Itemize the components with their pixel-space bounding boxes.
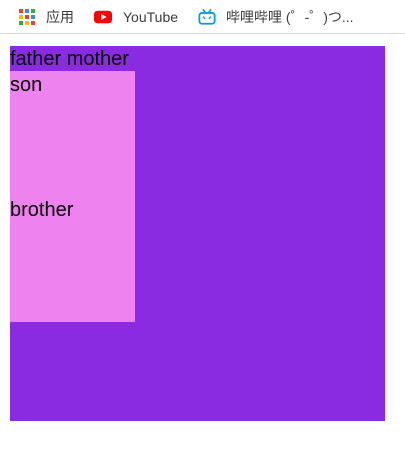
apps-grid-icon (18, 8, 36, 26)
father-mother-text: father mother (10, 48, 129, 70)
son-text: son (10, 74, 43, 96)
youtube-icon (94, 8, 112, 26)
brother-text: brother (10, 199, 74, 221)
bookmark-youtube-label: YouTube (123, 8, 179, 25)
bookmark-apps[interactable]: 应用 (18, 3, 74, 31)
son-box: son brother (10, 71, 135, 322)
bookmark-youtube[interactable]: YouTube (94, 3, 178, 31)
bookmark-bilibili-label: 哔哩哔哩 (゜-゜)つ... (226, 8, 354, 25)
bookmark-apps-label: 应用 (46, 8, 74, 25)
bookmark-bilibili[interactable]: 哔哩哔哩 (゜-゜)つ... (198, 3, 354, 31)
father-box: father mother son brother (10, 46, 385, 421)
bilibili-icon (198, 8, 216, 26)
bookmarks-bar: 应用 YouTube 哔哩哔哩 (゜-゜)つ... (0, 0, 405, 34)
